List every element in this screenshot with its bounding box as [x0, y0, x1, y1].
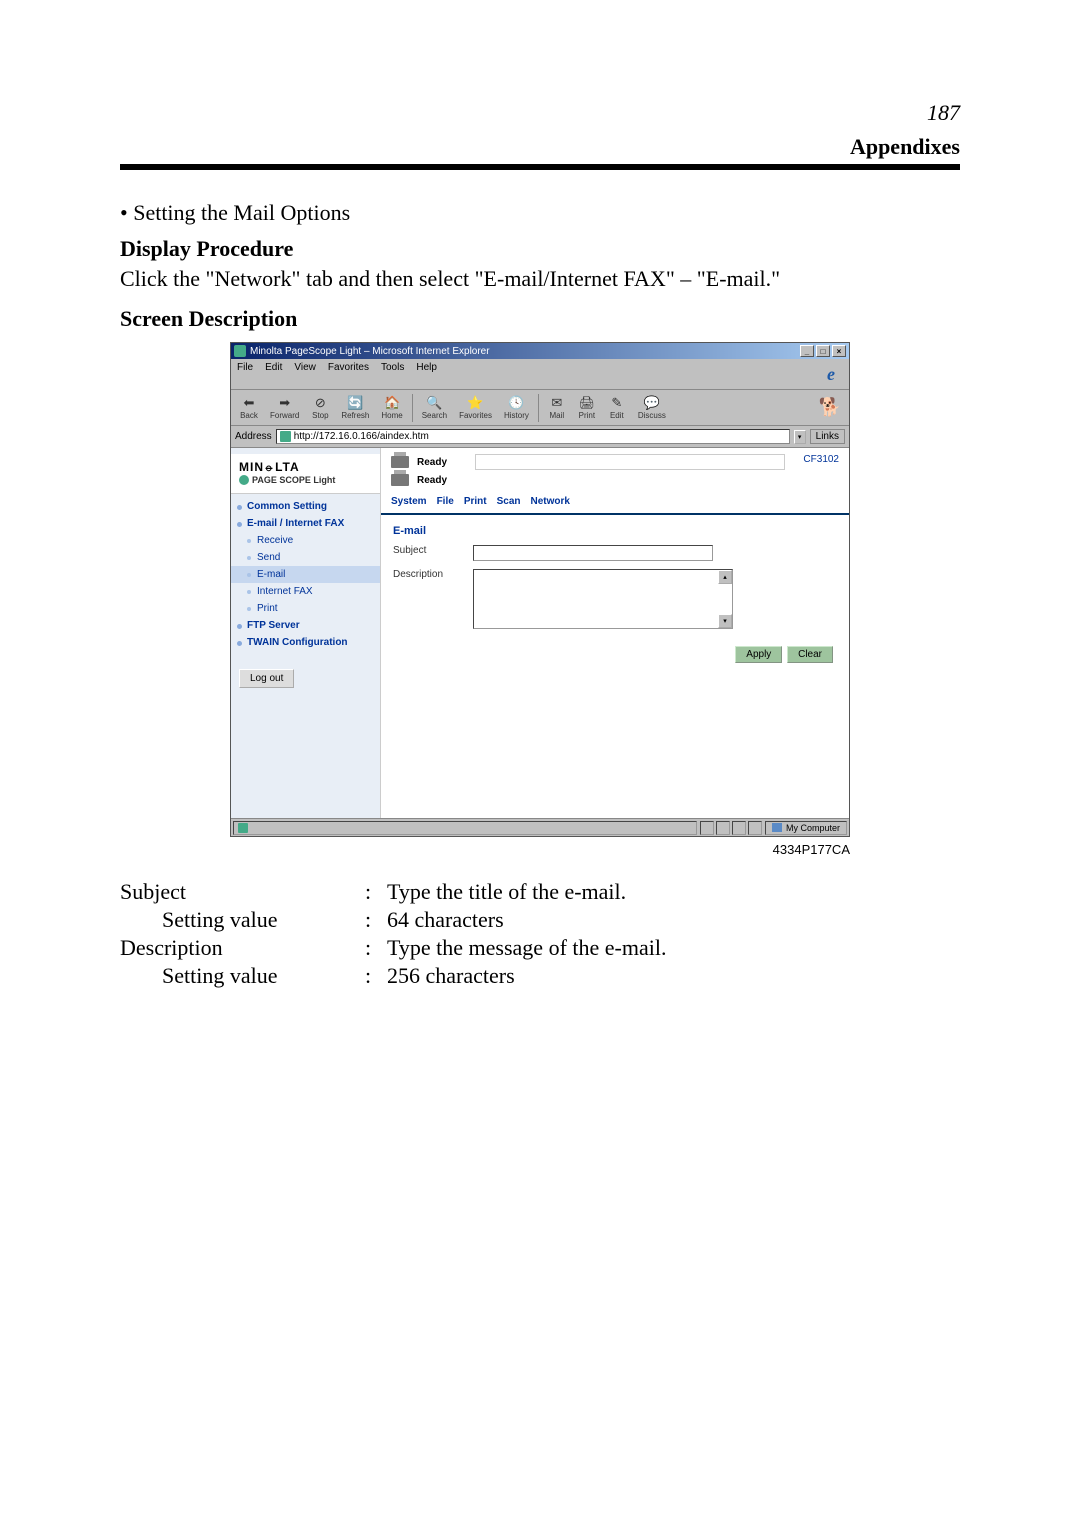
clear-button[interactable]: Clear: [787, 646, 833, 663]
def-subject-val: Type the title of the e-mail.: [387, 879, 960, 905]
scroll-down-button[interactable]: ▾: [718, 614, 732, 628]
subject-input[interactable]: [473, 545, 713, 561]
menu-tools[interactable]: Tools: [381, 362, 404, 386]
close-button[interactable]: ×: [832, 345, 846, 357]
mail-button[interactable]: ✉Mail: [543, 393, 571, 422]
tab-print[interactable]: Print: [464, 496, 487, 507]
menubar: File Edit View Favorites Tools Help e: [231, 359, 849, 390]
addressbar: Address http://172.16.0.166/aindex.htm ▾…: [231, 426, 849, 448]
print-button[interactable]: 🖨Print: [573, 393, 601, 422]
minimize-button[interactable]: _: [800, 345, 814, 357]
address-url: http://172.16.0.166/aindex.htm: [294, 431, 429, 442]
status-ready-1: Ready: [417, 457, 447, 468]
printer-icon-2: [391, 474, 409, 486]
bullet-heading: • Setting the Mail Options: [120, 200, 960, 226]
sidebar-item-send[interactable]: Send: [231, 549, 380, 566]
statusbar: My Computer: [231, 818, 849, 836]
description-label: Description: [393, 569, 473, 580]
stop-button[interactable]: ⊘Stop: [306, 393, 334, 422]
ie-logo-icon: e: [819, 362, 843, 386]
page-number: 187: [120, 100, 960, 126]
refresh-button[interactable]: 🔄Refresh: [336, 393, 374, 422]
sidebar-item-twain[interactable]: TWAIN Configuration: [231, 634, 380, 651]
tab-scan[interactable]: Scan: [497, 496, 521, 507]
computer-icon: [772, 823, 782, 832]
home-button[interactable]: 🏠Home: [376, 393, 407, 422]
display-procedure-heading: Display Procedure: [120, 236, 960, 262]
menu-edit[interactable]: Edit: [265, 362, 282, 386]
status-seg: [748, 821, 762, 835]
back-button[interactable]: ⬅Back: [235, 393, 263, 422]
menu-view[interactable]: View: [294, 362, 316, 386]
def-description-val: Type the message of the e-mail.: [387, 935, 960, 961]
display-procedure-text: Click the "Network" tab and then select …: [120, 266, 960, 292]
window-title: Minolta PageScope Light – Microsoft Inte…: [250, 346, 490, 357]
history-button[interactable]: 🕓History: [499, 393, 534, 422]
sidebar-item-receive[interactable]: Receive: [231, 532, 380, 549]
status-seg: [732, 821, 746, 835]
sidebar-item-internet-fax[interactable]: Internet FAX: [231, 583, 380, 600]
address-label: Address: [235, 431, 272, 442]
status-ie-icon: [238, 823, 248, 833]
menu-file[interactable]: File: [237, 362, 253, 386]
brand-name: MIN⦵LTA: [239, 460, 372, 475]
form-title: E-mail: [393, 525, 837, 537]
status-seg: [700, 821, 714, 835]
subject-label: Subject: [393, 545, 473, 556]
rule: [120, 164, 960, 170]
def-subject-setting-val: 64 characters: [387, 907, 960, 933]
def-subject: Subject: [120, 879, 365, 905]
sidebar-item-email[interactable]: E-mail: [231, 566, 380, 583]
address-dropdown[interactable]: ▾: [794, 430, 806, 444]
brand-sub: PAGE SCOPE Light: [239, 475, 372, 485]
address-input[interactable]: http://172.16.0.166/aindex.htm: [276, 429, 790, 444]
logout-button[interactable]: Log out: [239, 669, 294, 688]
edit-button[interactable]: ✎Edit: [603, 393, 631, 422]
search-button[interactable]: 🔍Search: [417, 393, 452, 422]
sidebar-item-email-fax[interactable]: E-mail / Internet FAX: [231, 515, 380, 532]
status-seg: [716, 821, 730, 835]
throbber-icon: 🐕: [815, 394, 845, 422]
sidebar-item-ftp[interactable]: FTP Server: [231, 617, 380, 634]
screen-description-heading: Screen Description: [120, 306, 960, 332]
apply-button[interactable]: Apply: [735, 646, 782, 663]
def-subject-setting: Setting value: [120, 907, 365, 933]
links-button[interactable]: Links: [810, 429, 845, 444]
def-description: Description: [120, 935, 365, 961]
forward-button[interactable]: ➡Forward: [265, 393, 304, 422]
ie-icon: [234, 345, 246, 357]
toolbar: ⬅Back ➡Forward ⊘Stop 🔄Refresh 🏠Home 🔍Sea…: [231, 390, 849, 426]
tab-system[interactable]: System: [391, 496, 427, 507]
sidebar-item-common[interactable]: Common Setting: [231, 498, 380, 515]
browser-window: Minolta PageScope Light – Microsoft Inte…: [230, 342, 850, 837]
tab-file[interactable]: File: [437, 496, 454, 507]
menu-help[interactable]: Help: [416, 362, 437, 386]
favorites-button[interactable]: ⭐Favorites: [454, 393, 497, 422]
titlebar: Minolta PageScope Light – Microsoft Inte…: [231, 343, 849, 359]
def-description-setting-val: 256 characters: [387, 963, 960, 989]
status-ready-2: Ready: [417, 475, 447, 486]
status-field-1: [475, 454, 785, 470]
scroll-up-button[interactable]: ▴: [718, 570, 732, 584]
tab-network[interactable]: Network: [531, 496, 570, 507]
maximize-button[interactable]: □: [816, 345, 830, 357]
sidebar-item-print[interactable]: Print: [231, 600, 380, 617]
page-icon: [280, 431, 291, 442]
description-textarea[interactable]: ▴ ▾: [473, 569, 733, 629]
appendix-header: Appendixes: [120, 134, 960, 160]
figure-caption: 4334P177CA: [773, 842, 850, 857]
def-description-setting: Setting value: [120, 963, 365, 989]
discuss-button[interactable]: 💬Discuss: [633, 393, 671, 422]
model-label: CF3102: [803, 448, 849, 492]
main-pane: Ready Ready CF3102: [381, 448, 849, 818]
sidebar: MIN⦵LTA PAGE SCOPE Light Common Setting …: [231, 448, 381, 818]
menu-favorites[interactable]: Favorites: [328, 362, 369, 386]
my-computer-label: My Computer: [786, 823, 840, 833]
printer-icon: [391, 456, 409, 468]
